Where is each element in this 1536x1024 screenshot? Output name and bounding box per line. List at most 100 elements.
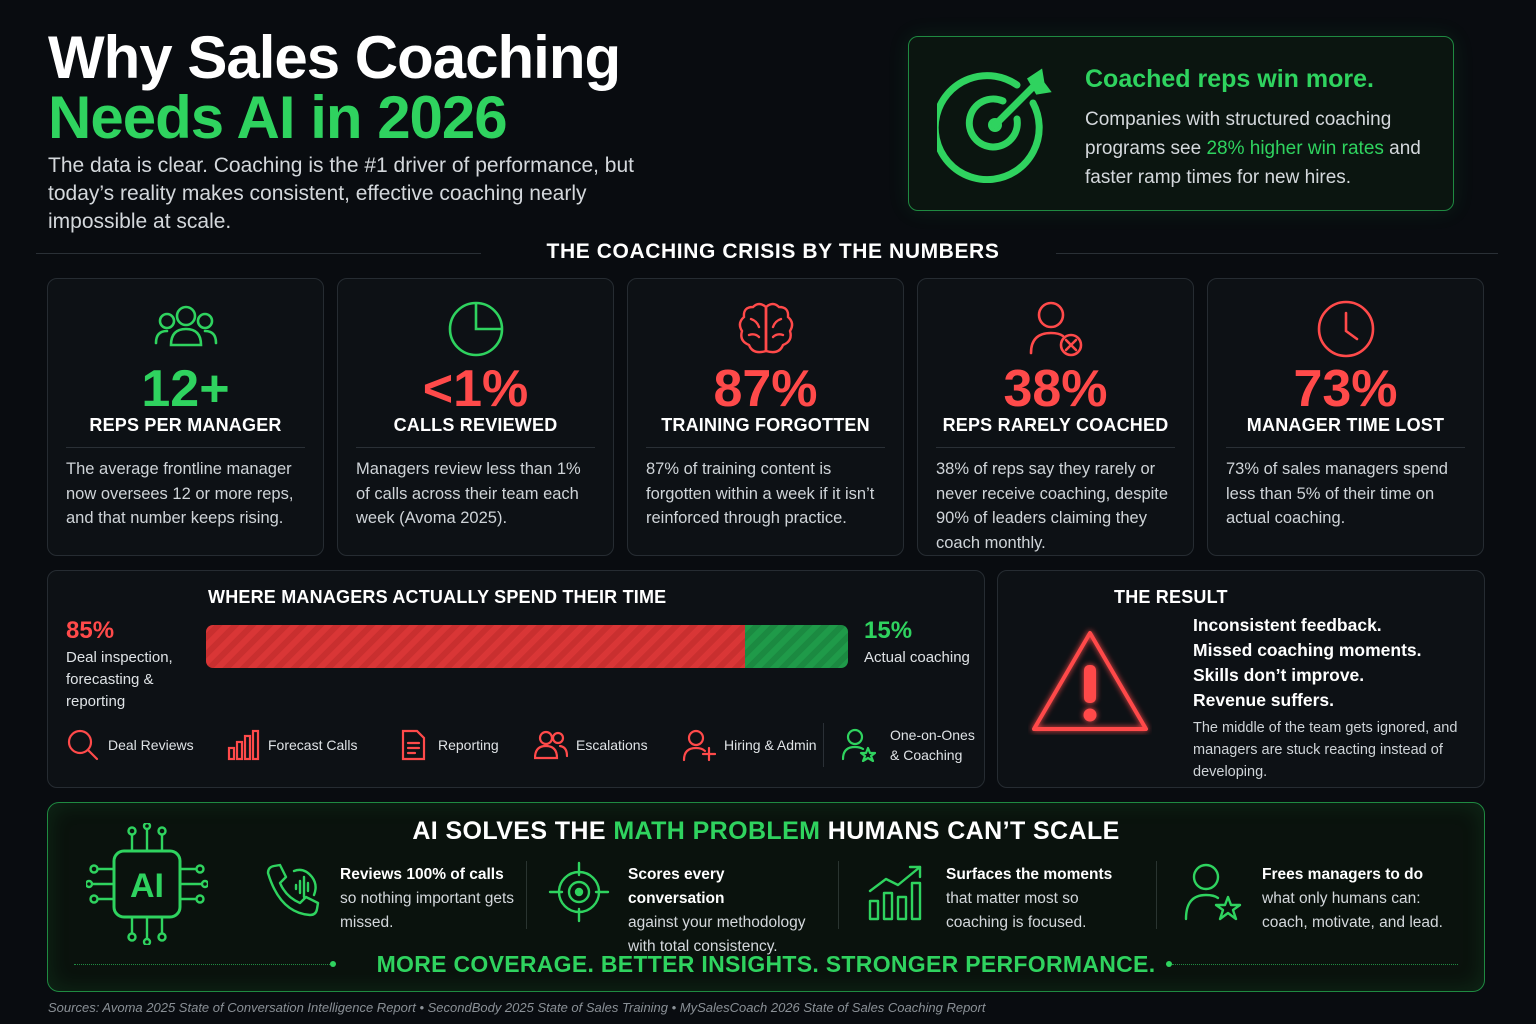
page-title-line1: Why Sales Coaching xyxy=(48,24,621,91)
ai-chip-label: AI xyxy=(130,867,164,905)
warning-icon xyxy=(1032,631,1148,731)
stat-description: Managers review less than 1% of calls ac… xyxy=(356,460,581,527)
stat-description: The average frontline manager now overse… xyxy=(66,460,294,527)
ai-panel-title: AI SOLVES THE MATH PROBLEM HUMANS CAN’T … xyxy=(48,817,1484,846)
callout-highlight: 28% higher win rates xyxy=(1206,138,1384,159)
people-icon xyxy=(534,730,568,760)
admin-description: Deal inspection, forecasting & reporting xyxy=(66,649,173,710)
feature-text: Surfaces the moments that matter most so … xyxy=(946,863,1134,935)
feature-rest: that matter most so coaching is focused. xyxy=(946,890,1087,931)
coaching-bar-segment xyxy=(745,625,848,668)
stat-divider xyxy=(1226,447,1465,448)
stat-label: TRAINING FORGOTTEN xyxy=(661,415,870,435)
feature-text: Frees managers to do what only humans can… xyxy=(1262,863,1450,935)
result-line: Skills don’t improve. xyxy=(1193,665,1365,685)
stat-value: 38% xyxy=(1003,360,1108,418)
magnifier-icon xyxy=(67,729,99,761)
activity-one-on-ones: One-on-Ones & Coaching xyxy=(842,723,986,767)
stat-label: REPS PER MANAGER xyxy=(89,415,282,435)
result-emphasis: Revenue suffers. xyxy=(1193,690,1335,710)
feature-bold: Surfaces the moments xyxy=(946,866,1113,883)
callout-body-end: and faster ramp times for new hires. xyxy=(1085,138,1421,188)
time-panel-title: WHERE MANAGERS ACTUALLY SPEND THEIR TIME xyxy=(208,587,667,607)
feature-text: Scores every conversation against your me… xyxy=(628,863,816,959)
stat-card-reps: 12+ REPS PER MANAGER The average frontli… xyxy=(47,278,324,556)
activity-deal-reviews: Deal Reviews xyxy=(66,727,194,763)
activity-label: Hiring & Admin xyxy=(724,737,817,753)
admin-percent: 85% xyxy=(66,617,115,644)
stat-card-coached: 38% REPS RARELY COACHED 38% of reps say … xyxy=(917,278,1194,556)
document-icon xyxy=(401,729,426,761)
stat-card-calls: <1% CALLS REVIEWED Managers review less … xyxy=(337,278,614,556)
activity-label: Reporting xyxy=(438,737,499,753)
bar-chart-icon xyxy=(227,729,260,761)
win-rate-callout: Coached reps win more. Companies with st… xyxy=(908,36,1454,211)
pie-chart-icon xyxy=(448,301,503,357)
feature-text: Reviews 100% of calls so nothing importan… xyxy=(340,863,528,935)
feature-separator xyxy=(526,861,527,929)
section-title: THE COACHING CRISIS BY THE NUMBERS xyxy=(546,240,1000,263)
activity-label: Deal Reviews xyxy=(108,737,194,753)
callout-body-text: Companies with structured coaching progr… xyxy=(1085,109,1392,159)
ai-title-start: AI SOLVES THE xyxy=(412,817,614,845)
ai-chip-icon: AI xyxy=(86,823,208,945)
divider-right xyxy=(1056,253,1498,254)
activity-separator xyxy=(823,723,824,767)
feature-separator xyxy=(838,861,839,929)
callout-body: Companies with structured coaching progr… xyxy=(1085,105,1437,192)
target-arrow-icon xyxy=(937,68,1052,183)
activity-hiring-admin: Hiring & Admin xyxy=(682,727,817,763)
trend-up-icon xyxy=(868,865,922,921)
activity-label: Forecast Calls xyxy=(268,737,358,753)
stat-card-time: 73% MANAGER TIME LOST 73% of sales manag… xyxy=(1207,278,1484,556)
team-icon xyxy=(154,305,217,347)
activity-escalations: Escalations xyxy=(534,727,648,763)
stat-description: 87% of training content is forgotten wit… xyxy=(646,460,875,527)
feature-bold: Reviews 100% of calls xyxy=(340,866,504,883)
stat-divider xyxy=(356,447,595,448)
ai-tagline: MORE COVERAGE. BETTER INSIGHTS. STRONGER… xyxy=(376,951,1156,977)
activity-label: Escalations xyxy=(576,737,648,753)
stat-description: 73% of sales managers spend less than 5%… xyxy=(1226,460,1448,527)
feature-bold: Scores every conversation xyxy=(628,866,725,907)
stat-value: 87% xyxy=(713,360,818,418)
stat-label: REPS RARELY COACHED xyxy=(942,415,1169,435)
user-x-icon xyxy=(1029,301,1082,357)
stat-description: 38% of reps say they rarely or never rec… xyxy=(936,460,1169,552)
brain-icon xyxy=(738,302,793,354)
result-line: Inconsistent feedback. xyxy=(1193,615,1382,635)
user-star-icon xyxy=(842,728,876,762)
tagline-dot-right xyxy=(1166,961,1172,967)
feature-rest: against your methodology with total cons… xyxy=(628,914,806,955)
clock-icon xyxy=(1317,300,1374,358)
user-plus-icon xyxy=(682,729,716,762)
feature-rest: what only humans can: coach, motivate, a… xyxy=(1262,890,1443,931)
tagline-rule-right xyxy=(1172,964,1458,965)
activity-reporting: Reporting xyxy=(396,727,499,763)
sources-footnote: Sources: Avoma 2025 State of Conversatio… xyxy=(48,1000,986,1015)
feature-rest: so nothing important gets missed. xyxy=(340,890,515,931)
stat-value: <1% xyxy=(422,360,529,418)
divider-left xyxy=(36,253,481,254)
result-line: Missed coaching moments. xyxy=(1193,640,1422,660)
stat-divider xyxy=(66,447,305,448)
page-title-line2: Needs AI in 2026 xyxy=(48,84,508,151)
admin-bar-segment xyxy=(206,625,746,668)
ai-title-highlight: MATH PROBLEM xyxy=(613,817,821,845)
phone-wave-icon xyxy=(266,863,320,917)
feature-bold: Frees managers to do xyxy=(1262,866,1424,883)
ai-title-end: HUMANS CAN’T SCALE xyxy=(820,817,1120,845)
stat-label: MANAGER TIME LOST xyxy=(1246,415,1445,435)
time-split-bar xyxy=(206,625,848,668)
time-spend-panel: WHERE MANAGERS ACTUALLY SPEND THEIR TIME… xyxy=(47,570,985,788)
ai-solution-panel: AI SOLVES THE MATH PROBLEM HUMANS CAN’T … xyxy=(47,802,1485,992)
tagline-dot-left xyxy=(330,961,336,967)
tagline-rule-left xyxy=(74,964,334,965)
activity-label: One-on-Ones & Coaching xyxy=(890,727,975,763)
stat-divider xyxy=(646,447,885,448)
stat-value: 73% xyxy=(1293,360,1398,418)
stat-divider xyxy=(936,447,1175,448)
stat-card-training: 87% TRAINING FORGOTTEN 87% of training c… xyxy=(627,278,904,556)
user-star-icon xyxy=(1184,863,1242,921)
coaching-percent: 15% xyxy=(864,617,913,644)
